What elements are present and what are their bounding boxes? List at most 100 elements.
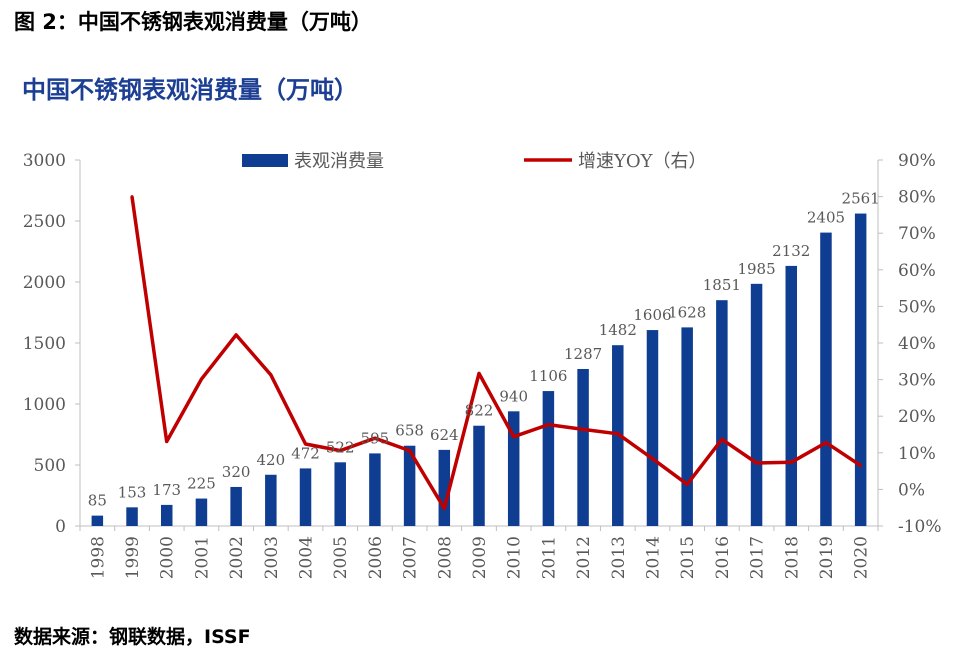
source-note: 数据来源：钢联数据，ISSF (14, 626, 251, 648)
x-tick-label: 2020 (852, 536, 872, 579)
yoy-point (477, 371, 481, 375)
y2-tick-label: 0% (898, 480, 925, 500)
bar (195, 498, 208, 526)
bar (577, 368, 589, 526)
bar-data-label: 1287 (564, 345, 602, 363)
bar-data-label: 1482 (599, 321, 637, 339)
x-tick-label: 2011 (539, 536, 559, 579)
yoy-point (789, 460, 793, 464)
yoy-line-series (130, 195, 863, 511)
bar (507, 411, 520, 526)
bar-data-label: 2561 (842, 190, 880, 208)
bar-data-label: 2405 (807, 209, 845, 227)
x-tick-label: 2012 (574, 536, 594, 579)
x-tick-label: 2013 (609, 536, 629, 579)
figure-caption: 图 2：中国不锈钢表观消费量（万吨） (14, 10, 372, 34)
bar (126, 507, 138, 526)
yoy-point (234, 333, 238, 337)
x-tick-label: 2017 (748, 536, 768, 579)
bar-data-label: 420 (257, 451, 286, 469)
yoy-point (755, 461, 759, 465)
bar-data-label: 658 (395, 422, 424, 440)
x-tick-label: 1999 (123, 536, 143, 579)
bar-data-label: 595 (361, 429, 390, 447)
yoy-point (304, 442, 308, 446)
x-tick-label: 2002 (227, 536, 247, 579)
y2-tick-label: 70% (898, 224, 936, 244)
bar (542, 391, 555, 526)
x-tick-label: 2006 (366, 536, 386, 579)
yoy-point (408, 449, 412, 453)
yoy-point (338, 449, 342, 453)
yoy-point (442, 506, 446, 510)
x-tick-label: 2001 (192, 536, 212, 579)
bar-data-label: 173 (152, 481, 181, 499)
bar (334, 462, 346, 526)
x-tick-label: 2005 (331, 536, 351, 579)
x-tick-label: 2008 (435, 536, 455, 579)
yoy-point (546, 423, 550, 427)
y-tick-label: 1000 (23, 395, 66, 415)
bar-data-label: 1985 (737, 260, 775, 278)
bar (299, 468, 312, 526)
x-tick-label: 2000 (158, 536, 178, 579)
y2-tick-label: 90% (898, 151, 936, 171)
y2-tick-label: 10% (898, 444, 936, 464)
y-tick-label: 2000 (23, 273, 66, 293)
y-tick-label: 2500 (23, 212, 66, 232)
bar-data-label: 1851 (703, 276, 741, 294)
bar-data-labels: 85 153 173 225 320 420 472 522 595 658 624 822 94011… (88, 190, 880, 510)
bar (750, 283, 763, 526)
bar-data-label: 1606 (633, 306, 671, 324)
x-tick-label: 2019 (817, 536, 837, 579)
bar (716, 300, 728, 526)
yoy-point (512, 435, 516, 439)
bar (785, 265, 798, 526)
bar (91, 515, 104, 526)
x-tick-label: 2009 (470, 536, 490, 579)
bar (473, 425, 485, 526)
bar (403, 445, 416, 526)
yoy-point (824, 441, 828, 445)
bar-data-label: 225 (187, 475, 216, 493)
y2-tick-label: -10% (898, 517, 942, 537)
yoy-point (269, 373, 273, 377)
x-tick-label: 2010 (505, 536, 525, 579)
bar (854, 213, 867, 527)
bar (646, 330, 659, 526)
x-tick-label: 2014 (643, 536, 663, 579)
y2-tick-label: 20% (898, 407, 936, 427)
yoy-point (373, 436, 377, 440)
bar-data-label: 624 (430, 426, 459, 444)
bar-data-label: 472 (291, 444, 320, 462)
yoy-point (859, 464, 863, 468)
y2-tick-label: 40% (898, 334, 936, 354)
bar-series (91, 213, 867, 527)
bar (820, 232, 832, 526)
x-tick-label: 2018 (782, 536, 802, 579)
y-tick-label: 3000 (23, 151, 66, 171)
legend-line-label: 增速YOY（右） (578, 151, 707, 172)
yoy-line (130, 196, 862, 511)
bar-data-label: 822 (465, 402, 494, 420)
bar (160, 504, 173, 526)
yoy-point (650, 457, 654, 461)
bar-data-label: 320 (222, 463, 251, 481)
bar-data-label: 522 (326, 438, 355, 456)
bar-data-label: 940 (499, 387, 528, 405)
y-tick-label: 0 (55, 517, 66, 537)
x-tick-label: 2003 (262, 536, 282, 579)
bar (230, 486, 242, 526)
y2-tick-label: 60% (898, 261, 936, 281)
bar (438, 449, 451, 526)
y-tick-label: 1500 (23, 334, 66, 354)
bar (369, 453, 381, 526)
bar (681, 327, 693, 526)
y2-tick-label: 30% (898, 371, 936, 391)
yoy-point (130, 195, 134, 199)
chart-title: 中国不锈钢表观消费量（万吨） (22, 76, 358, 104)
bar-data-label: 85 (88, 492, 107, 510)
bar-data-label: 1106 (529, 367, 567, 385)
yoy-point (685, 482, 689, 486)
